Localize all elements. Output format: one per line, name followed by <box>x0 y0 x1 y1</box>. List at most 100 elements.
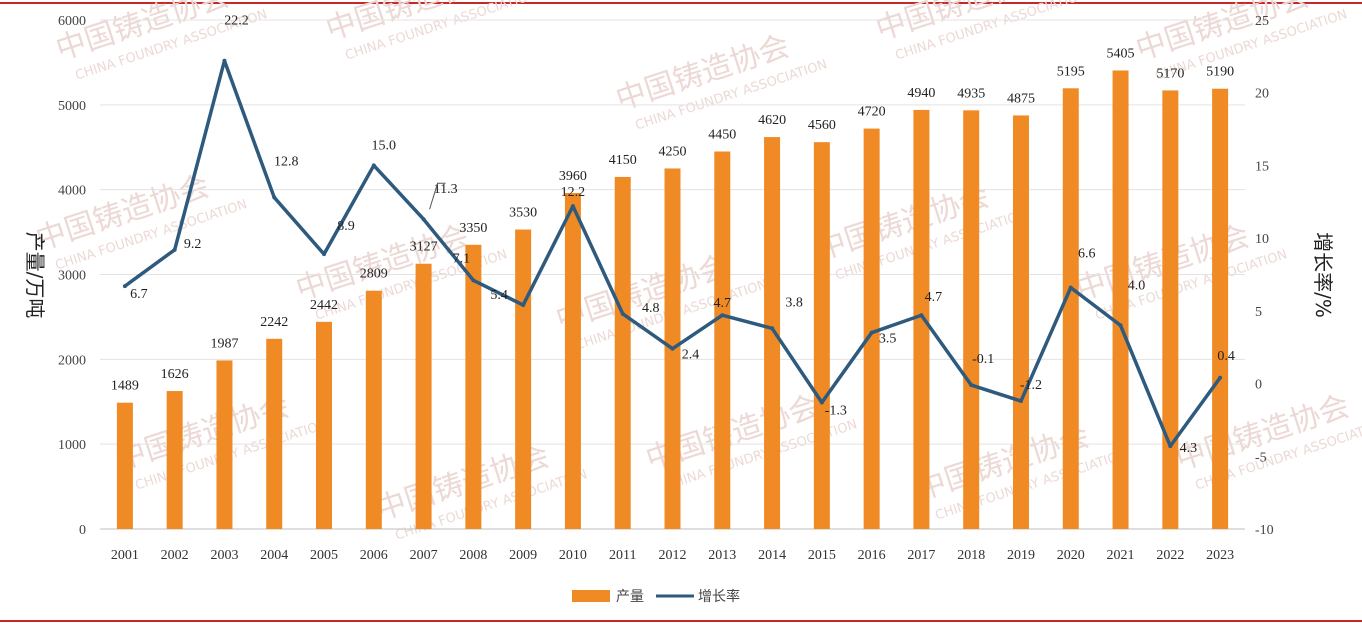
y2-tick-label: -5 <box>1255 450 1267 465</box>
growth-point <box>222 58 227 63</box>
bar-label: 4560 <box>808 118 836 133</box>
bar <box>465 244 482 529</box>
bar <box>764 137 781 529</box>
y2-tick-label: 15 <box>1255 159 1269 174</box>
growth-label: 12.8 <box>274 154 299 169</box>
growth-point <box>122 284 127 289</box>
growth-point <box>1018 399 1023 404</box>
growth-label: 6.6 <box>1078 247 1096 262</box>
bar-label: 1626 <box>161 367 189 382</box>
bar-label: 5195 <box>1057 64 1085 79</box>
x-tick-label: 2018 <box>957 548 985 563</box>
y2-axis-title: 增长率/% <box>1311 232 1335 318</box>
bar-label: 5190 <box>1206 65 1234 80</box>
y-tick-label: 2000 <box>58 353 86 368</box>
growth-label: 8.9 <box>337 219 355 234</box>
production-labels: 1489 1626 1987 2242 2442 2809 3127 3350 3530 3960… <box>111 46 1234 393</box>
bar <box>1012 115 1029 529</box>
bar-label: 4875 <box>1007 91 1035 106</box>
growth-point <box>770 326 775 331</box>
y-tick-label: 4000 <box>58 184 86 199</box>
production-bars <box>116 70 1229 530</box>
y2-tick-label: 10 <box>1255 232 1269 247</box>
x-axis-ticks: 2001 2002 2003 2004 2005 2006 2007 2008 2009 2010… <box>111 548 1234 563</box>
legend-label-line: 增长率 <box>698 588 740 605</box>
growth-line <box>122 58 1223 449</box>
bar <box>1112 70 1129 529</box>
bar-label: 5170 <box>1156 66 1184 81</box>
right-axis-ticks: -10 -5 0 5 10 15 20 25 <box>1255 14 1274 538</box>
bar-label: 2809 <box>360 267 388 282</box>
x-tick-label: 2003 <box>210 548 238 563</box>
top-rule <box>0 2 1362 4</box>
y-tick-label: 6000 <box>58 14 86 29</box>
x-tick-label: 2019 <box>1007 548 1035 563</box>
x-tick-label: 2022 <box>1156 548 1184 563</box>
growth-point <box>1218 375 1223 380</box>
bar <box>116 402 133 529</box>
bar-label: 4940 <box>907 86 935 101</box>
growth-label: 9.2 <box>184 237 202 252</box>
x-tick-label: 2015 <box>808 548 836 563</box>
growth-point <box>421 217 426 222</box>
growth-point <box>620 311 625 316</box>
growth-label: 3.5 <box>879 332 897 347</box>
bar-label: 4620 <box>758 113 786 128</box>
y2-tick-label: -10 <box>1255 523 1274 538</box>
y-tick-label: 3000 <box>58 269 86 284</box>
y-axis-title: 产量/万吨 <box>23 232 47 319</box>
growth-point <box>570 204 575 209</box>
growth-point <box>322 252 327 257</box>
growth-label: 7.1 <box>453 251 471 266</box>
bar-label: 4250 <box>659 144 687 159</box>
x-tick-label: 2017 <box>907 548 935 563</box>
growth-label: 4.7 <box>714 296 732 311</box>
bar-label: 3530 <box>509 206 537 221</box>
left-axis-ticks: 0 1000 2000 3000 4000 5000 6000 <box>58 14 86 538</box>
growth-label: -1.2 <box>1020 378 1042 393</box>
growth-label: 2.4 <box>682 348 700 363</box>
bar <box>1162 90 1179 529</box>
bar-label: 3127 <box>410 240 438 255</box>
x-tick-label: 2021 <box>1107 548 1135 563</box>
bar-label: 3350 <box>459 221 487 236</box>
growth-label: 4.7 <box>925 290 943 305</box>
y-tick-label: 0 <box>79 523 86 538</box>
bar <box>316 321 333 529</box>
growth-point <box>720 313 725 318</box>
growth-point <box>670 346 675 351</box>
growth-label: 5.4 <box>490 288 508 303</box>
y2-tick-label: 25 <box>1255 14 1269 29</box>
growth-point <box>1068 285 1073 290</box>
x-tick-label: 2023 <box>1206 548 1234 563</box>
bar-label: 4150 <box>609 153 637 168</box>
x-tick-label: 2001 <box>111 548 139 563</box>
bar <box>266 338 283 529</box>
bar <box>963 110 980 529</box>
legend-swatch-bars <box>572 590 610 602</box>
growth-point <box>919 313 924 318</box>
growth-labels: 6.7 9.2 22.2 12.8 8.9 15.0 11.3 7.1 5.4 12.2 4.8 2.… <box>130 14 1235 456</box>
bar-label: 2242 <box>260 315 288 330</box>
y2-tick-label: 0 <box>1255 378 1262 393</box>
bar-label: 3960 <box>559 169 587 184</box>
growth-label: 22.2 <box>224 14 249 29</box>
x-tick-label: 2014 <box>758 548 786 563</box>
bar <box>515 229 532 529</box>
growth-point <box>1118 323 1123 328</box>
bar-label: 1987 <box>210 336 238 351</box>
growth-label: 6.7 <box>130 287 148 302</box>
y2-tick-label: 5 <box>1255 305 1262 320</box>
growth-label: 12.2 <box>561 185 586 200</box>
bar <box>614 176 631 530</box>
x-tick-label: 2007 <box>410 548 438 563</box>
legend: 产量 增长率 <box>572 588 740 605</box>
growth-point <box>272 195 277 200</box>
bar <box>415 263 432 529</box>
growth-point <box>521 303 526 308</box>
bar <box>216 360 233 529</box>
x-tick-label: 2011 <box>609 548 636 563</box>
x-tick-label: 2020 <box>1057 548 1085 563</box>
bar <box>1212 88 1229 529</box>
